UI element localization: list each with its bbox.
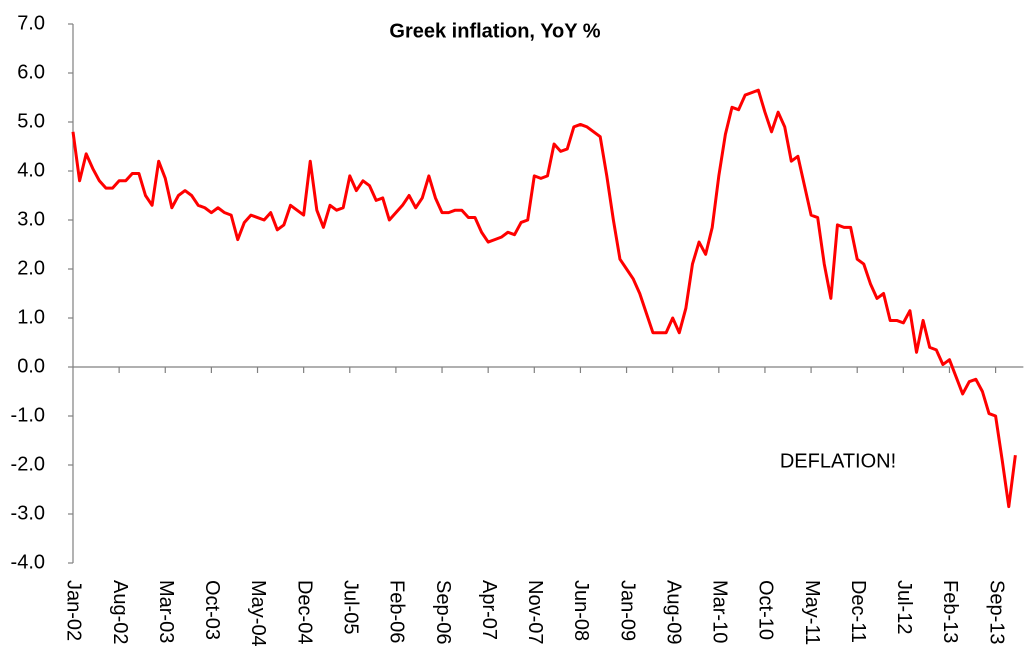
y-tick-label: 4.0 bbox=[17, 159, 45, 181]
y-tick-label: -4.0 bbox=[11, 551, 45, 573]
x-tick-label: May-04 bbox=[247, 580, 269, 647]
y-tick-label: 2.0 bbox=[17, 257, 45, 279]
x-tick-label: Jan-09 bbox=[616, 580, 638, 641]
x-tick-label: Aug-09 bbox=[662, 580, 684, 645]
chart-title: Greek inflation, YoY % bbox=[389, 20, 600, 42]
x-tick-label: Oct-10 bbox=[755, 580, 777, 640]
x-tick-label: Nov-07 bbox=[524, 580, 546, 644]
x-tick-label: Mar-03 bbox=[155, 580, 177, 643]
x-tick-label: Mar-10 bbox=[709, 580, 731, 643]
x-tick-label: Feb-06 bbox=[386, 580, 408, 643]
y-tick-label: 1.0 bbox=[17, 306, 45, 328]
y-tick-label: -1.0 bbox=[11, 404, 45, 426]
y-tick-label: 6.0 bbox=[17, 61, 45, 83]
y-tick-label: -2.0 bbox=[11, 453, 45, 475]
x-tick-label: May-11 bbox=[801, 580, 823, 645]
x-tick-label: Jul-12 bbox=[893, 580, 915, 634]
data-line bbox=[71, 88, 1017, 509]
x-tick-label: Sep-06 bbox=[432, 580, 454, 645]
y-tick-label: 3.0 bbox=[17, 208, 45, 230]
y-tick-label: 7.0 bbox=[17, 12, 45, 34]
x-tick-label: Jul-05 bbox=[339, 580, 361, 634]
x-tick-label: Apr-07 bbox=[478, 580, 500, 640]
x-tick-label: Feb-13 bbox=[939, 580, 961, 643]
x-tick-label: Dec-11 bbox=[847, 580, 869, 643]
x-tick-label: Jun-08 bbox=[570, 580, 592, 641]
x-tick-label: Sep-13 bbox=[985, 580, 1007, 645]
x-tick-label: Dec-04 bbox=[293, 580, 315, 644]
annotation: DEFLATION! bbox=[780, 450, 896, 472]
y-tick-label: 0.0 bbox=[17, 355, 45, 377]
x-tick-label: Aug-02 bbox=[109, 580, 131, 645]
x-tick-label: Oct-03 bbox=[201, 580, 223, 640]
y-tick-label: -3.0 bbox=[11, 502, 45, 524]
y-tick-label: 5.0 bbox=[17, 110, 45, 132]
x-tick-label: Jan-02 bbox=[63, 580, 85, 641]
